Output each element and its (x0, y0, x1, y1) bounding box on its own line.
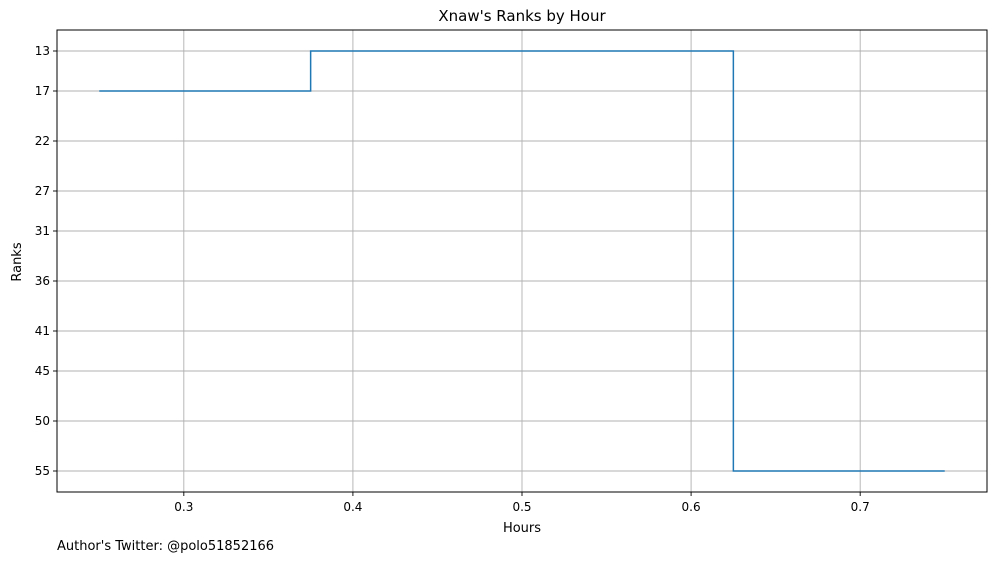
y-tick-label: 55 (35, 464, 50, 478)
grid (57, 30, 987, 492)
y-tick-label: 13 (35, 44, 50, 58)
x-tick-label: 0.7 (851, 500, 870, 514)
x-tick-label: 0.5 (512, 500, 531, 514)
y-axis-ticks: 13 17 22 27 31 36 41 45 50 55 (35, 44, 57, 478)
y-axis-label: Ranks (10, 242, 25, 281)
x-axis-label: Hours (503, 521, 541, 536)
author-credit: Author's Twitter: @polo51852166 (57, 539, 274, 554)
y-tick-label: 22 (35, 134, 50, 148)
x-tick-label: 0.6 (682, 500, 701, 514)
y-tick-label: 45 (35, 364, 50, 378)
y-tick-label: 31 (35, 224, 50, 238)
x-tick-label: 0.4 (343, 500, 362, 514)
y-tick-label: 50 (35, 414, 50, 428)
chart-title: Xnaw's Ranks by Hour (438, 7, 606, 25)
series-layer (99, 50, 945, 472)
y-tick-label: 36 (35, 274, 50, 288)
y-tick-label: 27 (35, 184, 50, 198)
x-tick-label: 0.3 (174, 500, 193, 514)
y-tick-label: 17 (35, 84, 50, 98)
x-axis-ticks: 0.3 0.4 0.5 0.6 0.7 (174, 492, 870, 514)
y-tick-label: 41 (35, 324, 50, 338)
rank-step-line (99, 50, 945, 472)
